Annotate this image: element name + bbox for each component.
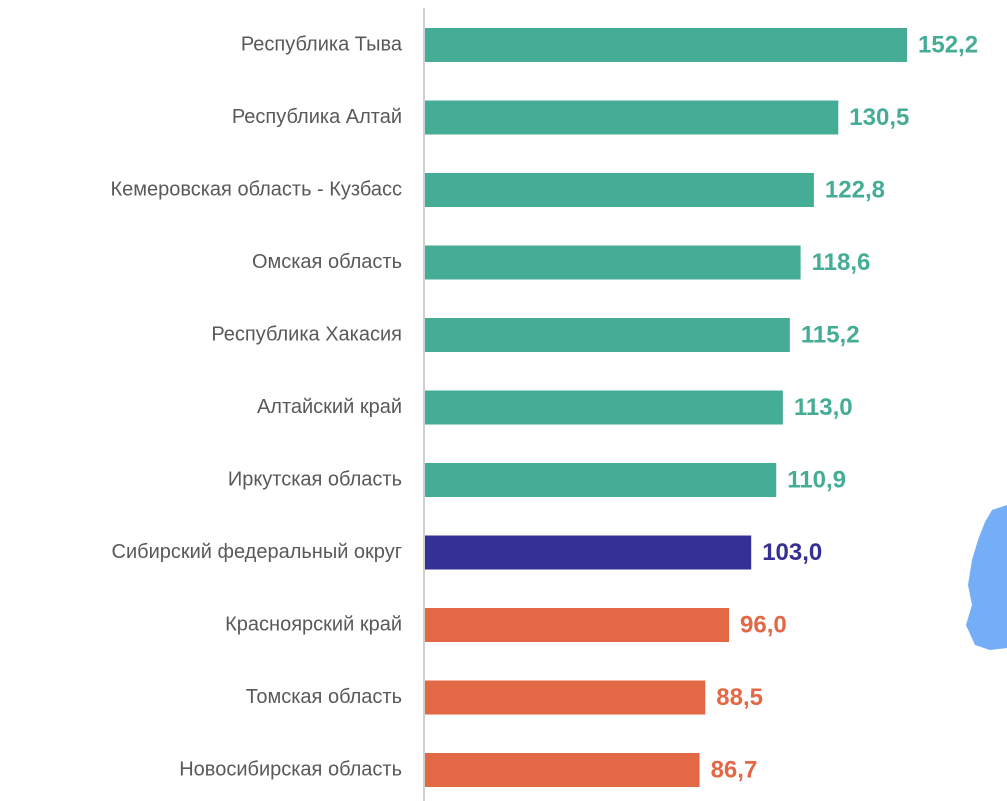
value-label: 130,5: [849, 104, 909, 131]
bar: [425, 753, 700, 787]
value-label: 103,0: [762, 539, 822, 566]
value-label: 86,7: [711, 756, 758, 783]
bar: [425, 390, 783, 425]
bar: [425, 535, 752, 570]
category-label: Кемеровская область - Кузбасс: [110, 178, 402, 200]
value-label: 110,9: [787, 466, 846, 493]
value-label: 118,6: [812, 249, 871, 276]
value-label: 115,2: [801, 321, 860, 348]
bar: [425, 173, 814, 207]
category-label: Республика Хакасия: [211, 323, 402, 345]
bar: [425, 28, 908, 62]
category-label: Омская область: [252, 251, 402, 273]
category-label: Республика Тыва: [241, 33, 403, 55]
category-label: Иркутская область: [228, 468, 402, 490]
value-label: 152,2: [918, 31, 978, 58]
value-label: 88,5: [716, 684, 763, 711]
bar: [425, 680, 706, 715]
category-label: Алтайский край: [257, 396, 402, 418]
value-label: 113,0: [794, 394, 853, 421]
value-label: 96,0: [740, 611, 787, 638]
category-label: Новосибирская область: [179, 758, 402, 780]
value-label: 122,8: [825, 176, 885, 203]
bar: [425, 100, 839, 135]
bar: [425, 608, 730, 642]
category-label: Республика Алтай: [232, 106, 402, 128]
bar: [425, 318, 790, 352]
category-label: Сибирский федеральный округ: [112, 541, 403, 563]
map-decoration: [966, 505, 1007, 650]
bar: [425, 245, 801, 280]
bar: [425, 463, 777, 497]
category-label: Томская область: [246, 686, 402, 708]
category-label: Красноярский край: [225, 613, 402, 635]
